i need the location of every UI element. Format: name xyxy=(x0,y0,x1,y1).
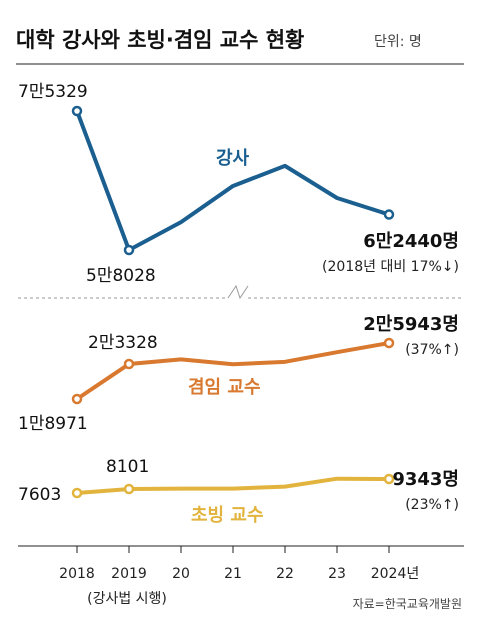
axis-break xyxy=(18,284,464,300)
x-tick-label: 20 xyxy=(172,566,190,582)
source-label: 자료=한국교육개발원 xyxy=(353,597,462,611)
x-tick-label: 23 xyxy=(328,566,346,582)
lecturer-point xyxy=(383,209,395,220)
x-tick-label: 21 xyxy=(224,566,242,582)
visiting-second-label: 8101 xyxy=(106,457,149,477)
chart-title: 대학 강사와 초빙·겸임 교수 현황 xyxy=(16,28,304,52)
adjunct-point xyxy=(123,358,135,370)
lecturer-change-label: (2018년 대비 17%↓) xyxy=(322,259,459,275)
lecturer-point xyxy=(123,244,135,256)
x-tick-label: 2018 xyxy=(59,566,95,582)
adjunct-end-label: 2만5943명 xyxy=(363,314,459,335)
series-adjunct xyxy=(71,337,395,405)
series-lecturer xyxy=(71,105,395,256)
visiting-point xyxy=(383,473,395,485)
x-axis-ticks: 2018 2019 20 21 22 23 2024년 xyxy=(59,546,419,582)
visiting-point xyxy=(71,487,83,499)
adjunct-point xyxy=(383,337,395,349)
lecturer-min-label: 5만8028 xyxy=(86,266,156,286)
visiting-point xyxy=(123,483,135,495)
visiting-start-label: 7603 xyxy=(18,485,61,505)
lecturer-end-label: 6만2440명 xyxy=(363,231,459,252)
visiting-line xyxy=(76,476,390,495)
series-visiting xyxy=(71,473,395,499)
lecturer-start-label: 7만5329 xyxy=(18,82,88,102)
lecturer-point xyxy=(71,105,83,117)
adjunct-series-name: 겸임 교수 xyxy=(188,377,261,398)
visiting-series-name: 초빙 교수 xyxy=(191,505,264,526)
unit-label: 단위: 명 xyxy=(374,34,422,50)
visiting-change-label: (23%↑) xyxy=(405,497,459,513)
visiting-end-label: 9343명 xyxy=(392,469,459,490)
adjunct-start-label: 1만8971 xyxy=(18,414,88,434)
axis-note: (강사법 시행) xyxy=(87,591,167,607)
lecturer-series-name: 강사 xyxy=(216,148,250,169)
x-tick-label: 22 xyxy=(276,566,294,582)
adjunct-second-label: 2만3328 xyxy=(88,333,158,353)
x-tick-label: 2019 xyxy=(111,566,147,582)
adjunct-change-label: (37%↑) xyxy=(405,342,459,358)
x-tick-label: 2024년 xyxy=(371,566,420,582)
lecturer-line xyxy=(75,110,390,252)
adjunct-point xyxy=(71,393,83,405)
